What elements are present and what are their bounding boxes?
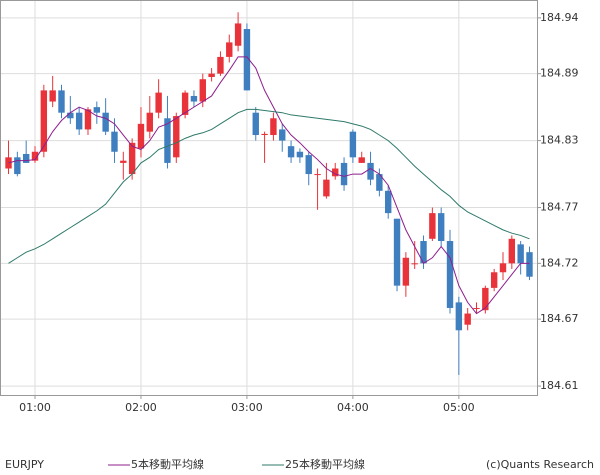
candle-body (314, 174, 321, 176)
legend-label: 5本移動平均線 (131, 457, 204, 471)
y-tick-label: 184.83 (540, 134, 579, 147)
candle-body (517, 244, 524, 264)
copyright: (c)Quants Research (486, 458, 594, 471)
candle-body (208, 73, 215, 77)
candle-body (323, 179, 330, 197)
y-tick-label: 184.72 (540, 256, 579, 269)
legend-label: 25本移動平均線 (285, 457, 365, 471)
candle-body (305, 155, 312, 175)
candle-body (243, 29, 251, 91)
candle-body (446, 241, 454, 308)
candle-body (385, 190, 392, 214)
candle-body (173, 116, 180, 158)
candle-body (296, 151, 304, 158)
candle-body (490, 272, 498, 288)
candle-body (420, 241, 427, 264)
plot-frame (0, 0, 538, 396)
candle-body (279, 129, 286, 141)
candle-body (499, 263, 507, 273)
y-tick-label: 184.94 (540, 11, 579, 24)
candle-body (164, 118, 171, 163)
candle-body (358, 157, 365, 163)
x-tick-label: 05:00 (443, 401, 475, 414)
candle-body (120, 160, 127, 163)
candle-body (455, 302, 463, 331)
x-tick-label: 02:00 (125, 401, 157, 414)
candle-body (261, 133, 268, 136)
candle-body (111, 131, 118, 152)
candle-body (190, 95, 198, 102)
candle-body (429, 213, 436, 239)
candle-body (22, 153, 30, 163)
candle-body (349, 131, 357, 158)
candle-body (411, 263, 418, 265)
candle-body (226, 42, 233, 57)
candle-body (146, 112, 153, 132)
candle-body (181, 92, 189, 115)
candle-body (31, 151, 39, 161)
candle-body (217, 56, 224, 74)
candle-body (58, 90, 65, 113)
x-tick-label: 04:00 (337, 401, 369, 414)
candle-body (252, 112, 259, 136)
candle-body (155, 92, 162, 113)
candle-body (508, 238, 516, 264)
candle-body (526, 252, 533, 277)
candle-body (67, 112, 74, 119)
symbol: EURJPY (5, 458, 44, 471)
candle-body (473, 307, 480, 309)
y-tick-label: 184.61 (540, 379, 579, 392)
candle-body (199, 79, 206, 102)
candle-body (437, 213, 445, 242)
y-tick-label: 184.89 (540, 67, 579, 80)
candle-body (40, 90, 48, 152)
candle-body (393, 218, 401, 286)
candle-body (75, 112, 83, 130)
candle-body (464, 313, 471, 325)
candle-body (270, 118, 277, 136)
candle-body (14, 157, 21, 175)
candle-body (93, 107, 101, 113)
candle-body (137, 123, 145, 149)
y-tick-label: 184.77 (540, 201, 579, 214)
x-tick-label: 01:00 (19, 401, 51, 414)
candle-body (332, 168, 339, 177)
candle-body (102, 112, 109, 132)
moving-average-line (8, 56, 530, 315)
candle-body (482, 287, 489, 311)
y-tick-label: 184.67 (540, 312, 579, 325)
candle-body (128, 142, 136, 175)
moving-average-line (8, 108, 530, 264)
candle-body (402, 257, 410, 286)
candle-body (376, 174, 383, 191)
candle-body (84, 109, 92, 130)
x-tick-label: 03:00 (231, 401, 263, 414)
candle-body (367, 162, 374, 180)
candle-body (49, 90, 56, 102)
candle-body (234, 23, 242, 46)
candle-body (340, 162, 348, 186)
candle-body (287, 146, 295, 158)
